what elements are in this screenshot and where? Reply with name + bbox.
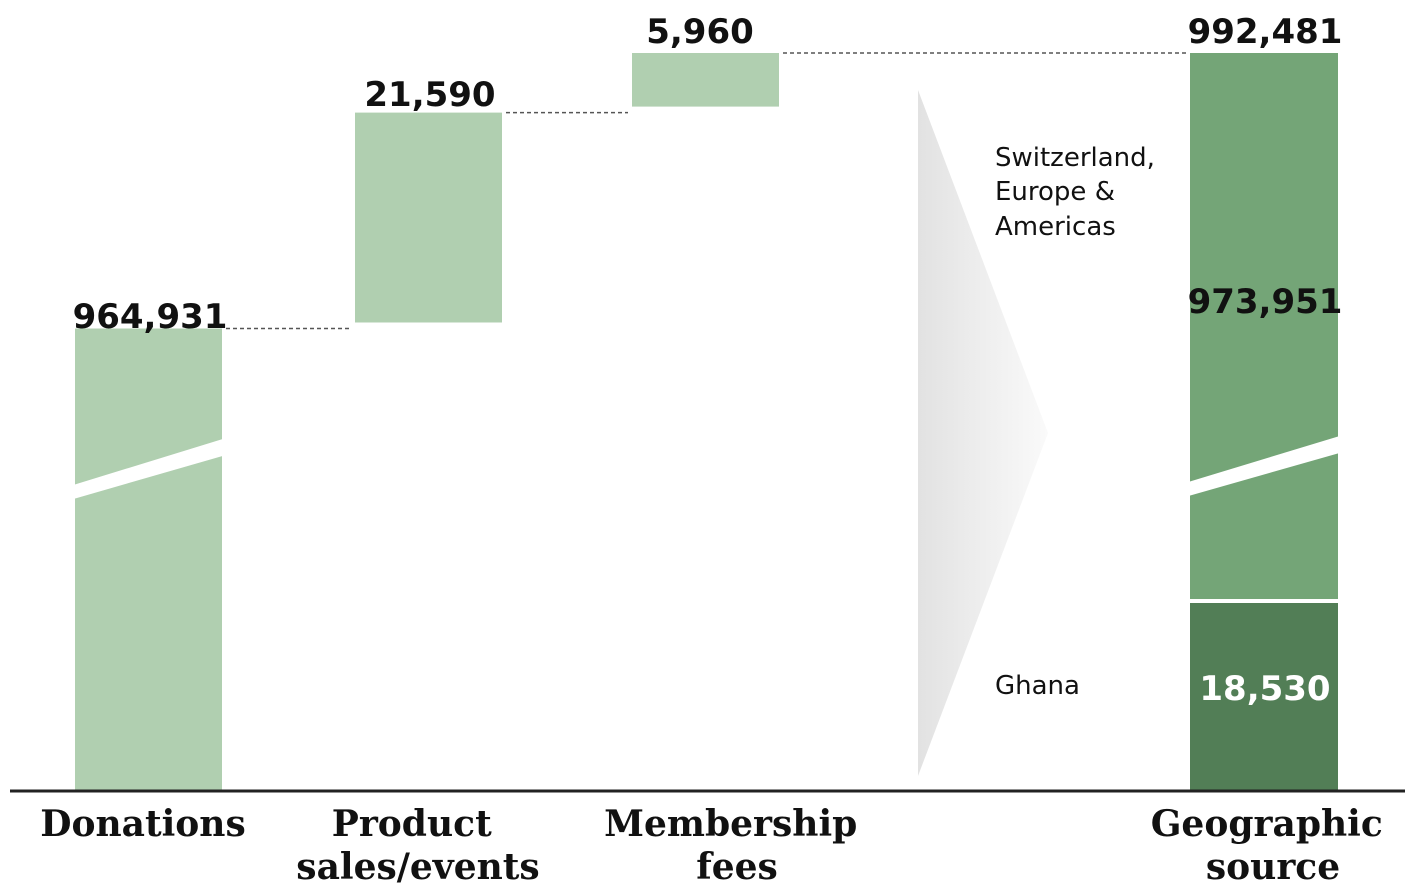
segment-label-ghana: Ghana xyxy=(995,671,1080,701)
category-label-geographic-source: Geographic source xyxy=(1151,803,1396,886)
value-label-ghana: 18,530 xyxy=(1199,669,1330,709)
category-label-donations: Donations xyxy=(40,803,246,845)
bar-donations xyxy=(75,328,222,790)
flow-arrow-shape xyxy=(918,90,1048,776)
segment-label-switzerland-europe-americas: Switzerland, Europe & Americas xyxy=(995,143,1163,242)
category-label-membership-fees: Membership fees xyxy=(604,803,870,886)
category-label-product-sales-events: Product sales/events xyxy=(296,803,539,886)
value-label-donations: 964,931 xyxy=(73,297,228,337)
bar-segment-ghana xyxy=(1190,601,1338,790)
bar-product-sales-events xyxy=(355,112,502,323)
value-label-membership-fees: 5,960 xyxy=(646,12,754,52)
bar-segment-switzerland-europe-americas xyxy=(1190,53,1338,601)
value-label-product-sales-events: 21,590 xyxy=(364,75,495,115)
value-label-total: 992,481 xyxy=(1188,12,1343,52)
bar-membership-fees xyxy=(632,53,779,107)
value-label-switzerland-europe-americas: 973,951 xyxy=(1188,282,1343,322)
axis-break-donations xyxy=(70,438,226,500)
axis-break-geographic-source xyxy=(1185,435,1343,497)
